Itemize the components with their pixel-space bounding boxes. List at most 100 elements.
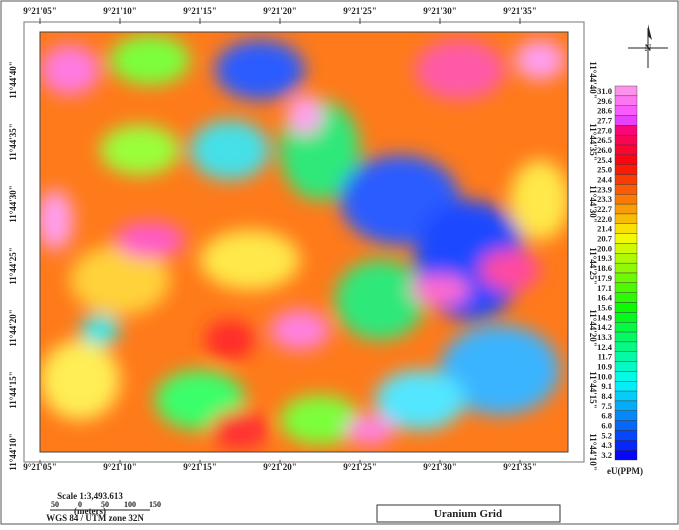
title: Uranium Grid xyxy=(434,508,502,520)
legend-swatch xyxy=(614,184,638,195)
legend-label: 20.0 xyxy=(597,243,612,253)
legend-label: 5.2 xyxy=(601,430,612,440)
bottom-label: 9°21'10" xyxy=(103,462,137,472)
north-arrow: N xyxy=(628,24,668,68)
legend-swatch xyxy=(614,430,638,441)
legend-label: 19.3 xyxy=(597,253,612,263)
legend-label: 10.9 xyxy=(597,362,612,372)
left-label: 11°44'20" xyxy=(8,309,18,347)
legend-swatch xyxy=(614,400,638,411)
legend-swatch xyxy=(614,154,638,165)
legend-label: 25.0 xyxy=(597,165,612,175)
left-label: 11°44'40" xyxy=(8,61,18,99)
top-label: 9°21'35" xyxy=(503,6,537,16)
legend-swatch xyxy=(614,292,638,303)
legend-label: 20.7 xyxy=(597,234,613,244)
legend-label: 16.4 xyxy=(597,293,613,303)
legend-swatch xyxy=(614,449,638,461)
legend-swatch xyxy=(614,194,638,205)
bottom-label: 9°21'15" xyxy=(183,462,217,472)
bottom-label: 9°21'25" xyxy=(343,462,377,472)
legend-swatch xyxy=(614,95,638,106)
legend-swatch xyxy=(614,351,638,362)
legend-swatch xyxy=(614,243,638,254)
scale-bar-label: 100 xyxy=(124,500,136,509)
graticule-frame xyxy=(23,21,585,463)
left-label: 11°44'30" xyxy=(8,185,18,223)
legend-label: 27.0 xyxy=(597,125,612,135)
legend-swatch xyxy=(614,203,638,215)
right-label: 11°44'25" xyxy=(588,247,598,285)
legend-swatch xyxy=(614,272,638,284)
legend-swatch xyxy=(614,282,638,293)
right-label: 11°44'30" xyxy=(588,185,598,223)
legend-label: 8.4 xyxy=(601,391,612,401)
left-label: 11°44'10" xyxy=(8,433,18,471)
legend-swatch xyxy=(614,440,638,451)
legend-label: 26.0 xyxy=(597,145,612,155)
legend-label: 23.9 xyxy=(597,184,612,194)
top-label: 9°21'30" xyxy=(423,6,457,16)
north-label: N xyxy=(645,43,652,53)
top-label: 9°21'10" xyxy=(103,6,137,16)
right-label: 11°44'15" xyxy=(588,371,598,409)
legend-swatch xyxy=(614,262,638,274)
left-label: 11°44'25" xyxy=(8,247,18,285)
legend-label: 12.4 xyxy=(597,342,613,352)
legend-swatch xyxy=(614,420,638,431)
legend-label: 13.3 xyxy=(597,332,612,342)
legend-label: 6.0 xyxy=(601,421,612,431)
top-label: 9°21'20" xyxy=(263,6,297,16)
legend-label: 28.6 xyxy=(597,106,612,116)
legend-swatch xyxy=(614,233,638,244)
legend-label: 3.2 xyxy=(601,450,612,460)
legend-swatch xyxy=(614,85,638,97)
legend-label: 23.3 xyxy=(597,194,612,204)
legend-swatch xyxy=(614,105,638,116)
title-box xyxy=(376,504,561,523)
left-label: 11°44'35" xyxy=(8,123,18,161)
legend-label: 27.7 xyxy=(597,115,613,125)
scale-bar-label: 50 xyxy=(101,500,109,509)
legend-swatch xyxy=(614,312,638,323)
right-label: 11°44'35" xyxy=(588,123,598,161)
legend-label: 6.8 xyxy=(601,411,612,421)
legend-label: 7.5 xyxy=(601,401,612,411)
scale-text: Scale 1:3,493.613 xyxy=(57,491,123,501)
top-label: 9°21'15" xyxy=(183,6,217,16)
legend-swatch xyxy=(614,115,638,126)
legend-label: 29.6 xyxy=(597,96,612,106)
legend-swatch xyxy=(614,341,638,352)
bottom-label: 9°21'20" xyxy=(263,462,297,472)
right-label: 11°44'20" xyxy=(588,309,598,347)
legend-label: 4.3 xyxy=(601,440,612,450)
legend-swatch xyxy=(614,125,638,136)
legend-label: 10.0 xyxy=(597,371,612,381)
legend-label: 9.1 xyxy=(601,381,612,391)
bottom-label: 9°21'05" xyxy=(23,462,57,472)
legend-label: 31.0 xyxy=(597,86,612,96)
legend-label: 22.7 xyxy=(597,204,613,214)
bottom-label: 9°21'35" xyxy=(503,462,537,472)
bottom-label: 9°21'30" xyxy=(423,462,457,472)
legend-label: 18.6 xyxy=(597,263,612,273)
legend-label: 21.4 xyxy=(597,224,613,234)
legend-swatch xyxy=(614,135,638,146)
grid-image xyxy=(40,32,568,452)
legend-swatch xyxy=(614,144,638,156)
legend-label: 11.7 xyxy=(598,352,613,362)
scale-bar-label: 150 xyxy=(149,500,161,509)
legend-swatch xyxy=(614,213,638,224)
legend-swatch xyxy=(614,331,638,343)
right-label: 11°44'40" xyxy=(588,61,598,99)
right-label: 11°44'10" xyxy=(588,433,598,471)
scale-unit: (meters) xyxy=(74,506,106,516)
scale-bar-label: 0 xyxy=(78,500,82,509)
scale-bar-label: 50 xyxy=(51,500,59,509)
top-label: 9°21'05" xyxy=(23,6,57,16)
legend-swatch xyxy=(614,223,638,234)
legend-label: 14.2 xyxy=(597,322,612,332)
legend-swatch xyxy=(614,174,638,185)
